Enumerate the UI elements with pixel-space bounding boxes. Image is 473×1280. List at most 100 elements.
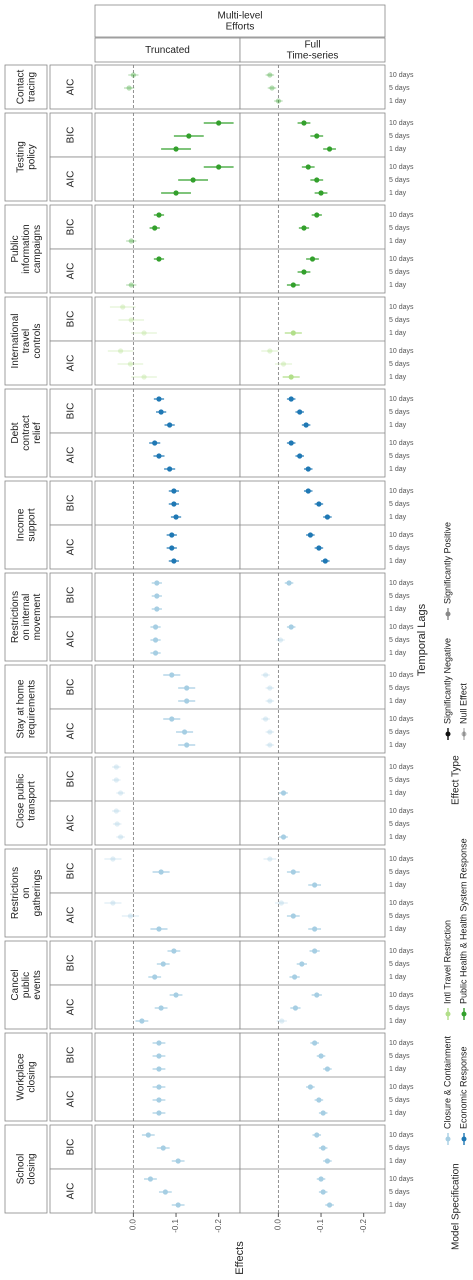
lag-label: 1 day — [389, 466, 407, 473]
spec-label: BIC — [66, 311, 77, 328]
point — [156, 1110, 162, 1116]
x-tick-label: -0.2 — [214, 1218, 223, 1232]
point — [312, 948, 318, 954]
point — [324, 1158, 331, 1164]
point — [117, 790, 124, 796]
lag-label: 10 days — [389, 764, 414, 771]
point — [312, 1040, 318, 1046]
lag-label: 1 day — [389, 790, 407, 797]
point — [184, 698, 190, 704]
spec-label: AIC — [66, 631, 77, 648]
lag-label: 10 days — [389, 1084, 414, 1091]
point — [290, 913, 296, 919]
point — [110, 856, 116, 862]
point — [152, 225, 158, 231]
lag-label: 5 days — [389, 225, 410, 232]
point — [314, 212, 320, 218]
point — [156, 212, 162, 218]
point — [288, 440, 294, 446]
lag-label: 1 day — [389, 422, 407, 429]
lag-label: 5 days — [389, 637, 410, 644]
point — [303, 422, 309, 428]
point — [169, 672, 175, 678]
point — [158, 409, 164, 415]
lag-label: 5 days — [389, 1005, 410, 1012]
spec-strip — [49, 892, 93, 938]
lag-label: 10 days — [389, 992, 414, 999]
policy-strip — [4, 112, 48, 202]
point — [190, 177, 196, 183]
point — [326, 146, 333, 152]
lag-label: 1 day — [389, 1110, 407, 1117]
point — [290, 869, 296, 875]
spec-label: AIC — [66, 723, 77, 740]
lag-label: 5 days — [389, 821, 410, 828]
lag-label: 10 days — [389, 1132, 414, 1139]
spec-strip — [49, 1168, 93, 1214]
point — [181, 729, 188, 735]
lag-label: 1 day — [389, 1158, 407, 1165]
legend-label: Closure & Containment — [442, 1035, 452, 1129]
point — [171, 488, 177, 494]
spec-strip — [49, 204, 93, 250]
lag-label: 1 day — [389, 558, 407, 565]
spec-strip — [49, 432, 93, 478]
point — [314, 177, 320, 183]
point — [147, 1176, 154, 1182]
lag-label: 10 days — [389, 900, 414, 907]
point — [156, 453, 162, 459]
policy-strip — [4, 1032, 48, 1122]
lag-axis-title: Temporal Lags — [416, 603, 428, 676]
point — [173, 190, 179, 196]
lag-label: 10 days — [389, 256, 414, 263]
point — [139, 1018, 145, 1024]
point — [152, 974, 158, 980]
lag-label: 10 days — [389, 164, 414, 171]
point — [305, 488, 311, 494]
header-title: Multi-level Efforts — [217, 10, 262, 32]
point — [167, 466, 173, 472]
policy-label: Publicinformationcampaigns — [10, 224, 43, 273]
spec-strip — [49, 340, 93, 386]
point — [267, 742, 273, 748]
spec-label: BIC — [66, 771, 77, 788]
lag-label: 10 days — [389, 672, 414, 679]
lag-label: 1 day — [389, 1018, 407, 1025]
column-title: Full Time-series — [287, 39, 339, 61]
spec-label: BIC — [66, 219, 77, 236]
legend-label: Null Effect — [458, 683, 468, 724]
lag-label: 5 days — [389, 961, 410, 968]
point — [297, 409, 303, 415]
point — [320, 1110, 326, 1116]
spec-label: BIC — [66, 495, 77, 512]
spec-strip — [49, 1076, 93, 1122]
legend-swatch — [445, 1011, 451, 1017]
point — [324, 1066, 331, 1072]
legend-label: Public Health & Health System Response — [458, 838, 468, 1004]
point — [267, 729, 273, 735]
point — [156, 1066, 162, 1072]
spec-label: AIC — [66, 999, 77, 1016]
lag-label: 1 day — [389, 606, 407, 613]
point — [126, 85, 132, 91]
policy-label: Contacttracing — [15, 70, 37, 105]
spec-label: BIC — [66, 1047, 77, 1064]
lag-label: 1 day — [389, 190, 407, 197]
lag-label: 10 days — [389, 304, 414, 311]
point — [275, 98, 281, 104]
legend-swatch — [445, 731, 451, 737]
panel — [94, 64, 241, 110]
point — [171, 948, 177, 954]
point — [158, 869, 164, 875]
policy-label: Incomesupport — [15, 508, 37, 542]
spec-strip — [49, 480, 93, 526]
point — [128, 238, 134, 244]
lag-label: 5 days — [389, 85, 410, 92]
point — [156, 1084, 162, 1090]
point — [141, 374, 147, 380]
lag-label: 1 day — [389, 834, 407, 841]
policy-label: Testingpolicy — [15, 141, 37, 173]
policy-label: Schoolclosing — [15, 1153, 37, 1184]
spec-strip — [49, 572, 93, 618]
lag-label: 5 days — [389, 317, 410, 324]
